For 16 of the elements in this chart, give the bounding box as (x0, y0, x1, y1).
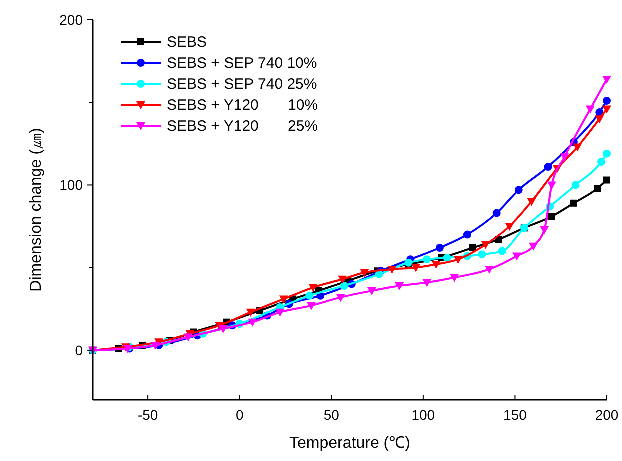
x-axis-title: Temperature (℃) (290, 435, 410, 452)
legend-label: SEBS (167, 34, 208, 51)
legend-label: SEBS + Y120 25% (167, 118, 318, 135)
y-tick-label: 200 (60, 12, 84, 28)
x-tick-label: 150 (504, 407, 528, 423)
y-axis-title: Dimension change (㎛) (28, 128, 45, 292)
legend-label: SEBS + SEP 740 10% (167, 55, 318, 72)
x-tick-label: -50 (138, 407, 158, 423)
y-tick-label: 0 (75, 342, 84, 358)
x-tick-label: 100 (412, 407, 436, 423)
legend-label: SEBS + Y120 10% (167, 97, 318, 114)
x-tick-label: 200 (595, 407, 619, 423)
x-tick-label: 0 (236, 407, 244, 423)
legend-label: SEBS + SEP 740 25% (167, 76, 318, 93)
x-tick-label: 50 (324, 407, 340, 423)
y-tick-label: 100 (60, 177, 84, 194)
